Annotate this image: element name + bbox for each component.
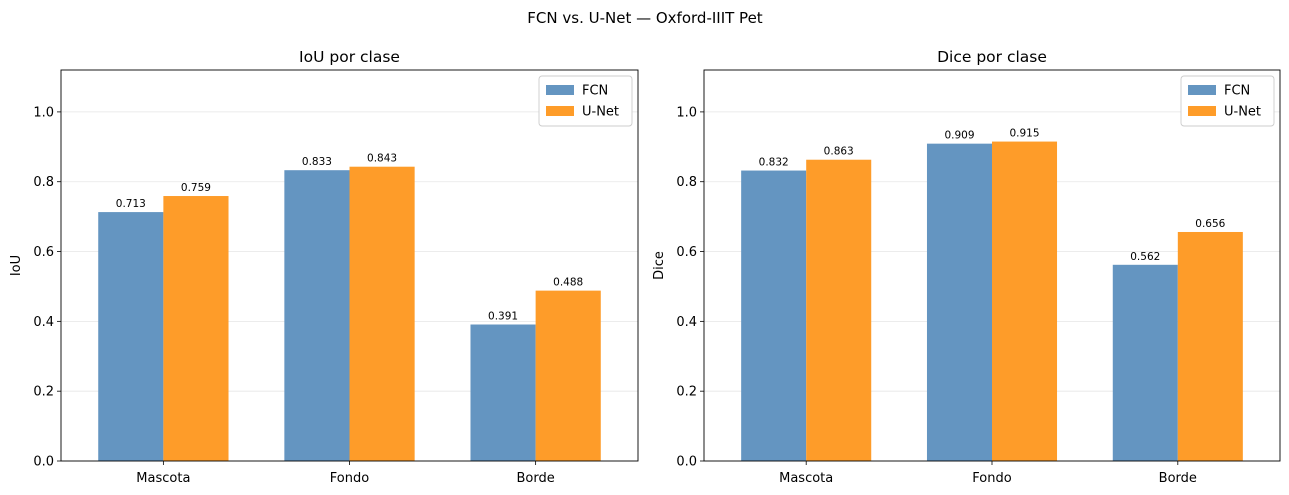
iou-ytick-label: 0.8 [33,175,54,190]
iou-xtick-label: Borde [517,471,555,486]
iou-bar-value-label: 0.713 [116,198,146,210]
iou-legend-swatch-fcn [546,85,574,95]
iou-ylabel: IoU [9,255,24,276]
iou-xtick-label: Fondo [330,471,369,486]
dice-xtick-label: Fondo [972,471,1011,486]
dice-xtick-label: Mascota [779,471,833,486]
iou-legend-label: FCN [582,84,608,99]
dice-bar-value-label: 0.915 [1009,128,1039,140]
iou-bar-fcn [98,212,164,461]
dice-ytick-label: 0.4 [676,315,697,330]
dice-chart-panel: 0.0 0.2 0.4 0.6 0.8 1.0 0.832 0.909 0.562 0.863 0.… [652,48,1281,486]
dice-axes-frame [703,69,1281,462]
dice-bar-value-label: 0.656 [1195,218,1225,230]
iou-chart-title: IoU por clase [299,48,400,66]
iou-ytick-label: 0.4 [33,315,54,330]
iou-bar-value-label: 0.759 [181,182,211,194]
dice-ylabel: Dice [652,251,667,280]
iou-legend: FCN U-Net [538,75,633,127]
iou-legend-swatch-unet [546,106,574,116]
dice-ytick-label: 1.0 [676,105,697,120]
dice-bar-fcn [741,170,807,462]
dice-ytick-label: 0.6 [676,245,697,260]
dice-bar-value-label: 0.562 [1130,251,1160,263]
iou-bar-value-label: 0.391 [488,310,518,322]
dice-bar-value-label: 0.863 [824,146,854,158]
dice-xtick-label: Borde [1159,471,1197,486]
iou-ytick-label: 1.0 [33,105,54,120]
dice-bar-unet [806,159,872,462]
iou-ytick-label: 0.2 [33,385,54,400]
dice-ytick-label: 0.0 [676,455,697,470]
dice-legend-swatch-fcn [1188,85,1216,95]
iou-ytick-label: 0.0 [33,455,54,470]
dice-bar-value-label: 0.909 [944,130,974,142]
iou-legend-label: U-Net [582,105,619,120]
iou-bar-unet [163,196,229,461]
iou-bar-value-label: 0.488 [553,277,583,289]
dice-bar-value-label: 0.832 [759,157,789,169]
iou-chart-panel: 0.0 0.2 0.4 0.6 0.8 1.0 0.713 0.833 0.391 0.759 0.… [9,48,639,486]
iou-bar-value-label: 0.843 [367,153,397,165]
dice-legend-label: FCN [1224,84,1250,99]
iou-ytick-label: 0.6 [33,245,54,260]
iou-axes-frame [60,69,639,462]
dice-legend-swatch-unet [1188,106,1216,116]
iou-bar-fcn [284,170,350,461]
iou-bar-value-label: 0.833 [302,156,332,168]
iou-bar-fcn [470,324,536,461]
figure-suptitle: FCN vs. U-Net — Oxford-IIIT Pet [527,9,762,27]
dice-bar-unet [992,141,1058,462]
dice-legend-label: U-Net [1224,105,1261,120]
dice-bar-unet [1177,231,1243,461]
dice-bar-fcn [1112,264,1178,461]
iou-bar-unet [349,166,415,461]
iou-xtick-label: Mascota [136,471,190,486]
dice-ytick-label: 0.2 [676,385,697,400]
dice-legend: FCN U-Net [1180,75,1275,127]
dice-ytick-label: 0.8 [676,175,697,190]
dice-bar-fcn [926,143,992,461]
dice-chart-title: Dice por clase [937,48,1047,66]
iou-bar-unet [535,290,601,461]
